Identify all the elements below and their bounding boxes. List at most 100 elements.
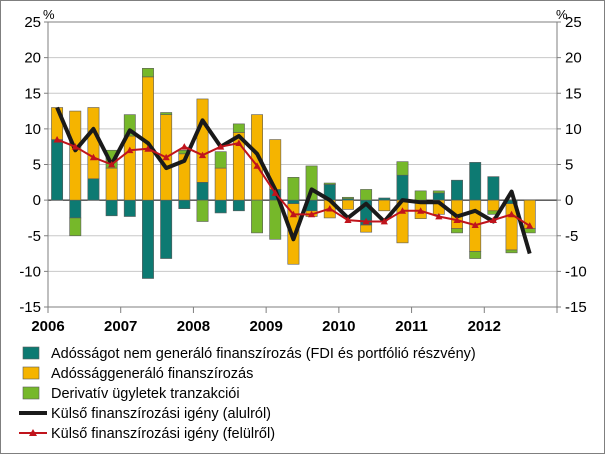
- bar-3: [523, 228, 536, 234]
- x-axis: 2006 2007 2008 2009 2010 2011 2012: [31, 307, 558, 335]
- series-marker: [489, 216, 497, 223]
- y-axis-unit-right: %: [556, 7, 568, 22]
- bar-1: [123, 199, 136, 217]
- x-tick-label: 2007: [104, 318, 137, 335]
- bar-2: [342, 199, 354, 210]
- bar-3: [414, 190, 427, 201]
- bar-3: [287, 177, 300, 201]
- series-marker: [326, 205, 334, 212]
- series-marker: [162, 153, 170, 161]
- bar-3: [160, 112, 173, 115]
- series-marker: [180, 143, 188, 150]
- bar-3: [196, 199, 209, 222]
- y-tick-label-left: 15: [24, 85, 41, 102]
- legend-label: Külső finanszírozási igény (alulról): [51, 406, 271, 422]
- bar-2: [196, 98, 209, 183]
- legend: Adósságot nem generáló finanszírozás (FD…: [19, 346, 476, 442]
- bar-3: [323, 182, 336, 185]
- y-tick-label-right: 25: [565, 14, 582, 31]
- y-axis-right: -15 -10 -5 0 5 10 15 20 25: [557, 14, 587, 316]
- bar-2: [69, 110, 82, 201]
- x-tick-label: 2006: [31, 318, 64, 335]
- legend-swatch: [22, 366, 40, 380]
- bar-1: [87, 178, 100, 201]
- legend-label: Derivatív ügyletek tranzakciói: [51, 386, 240, 402]
- bar-1: [178, 199, 191, 209]
- series-marker: [53, 135, 61, 143]
- bar-1: [396, 174, 409, 201]
- bar-3: [232, 123, 245, 133]
- bar-2: [487, 199, 500, 212]
- bar-1: [51, 139, 64, 201]
- bar-3: [469, 251, 482, 259]
- y-tick-label-left: 10: [24, 121, 41, 138]
- legend-swatch: [22, 346, 40, 360]
- bar-1: [214, 199, 227, 214]
- bar-3: [69, 217, 82, 237]
- bar-3: [251, 199, 263, 234]
- bar-1: [451, 179, 463, 201]
- series-marker: [417, 207, 425, 214]
- bar-1: [469, 162, 482, 201]
- bar-3: [505, 249, 518, 254]
- series-marker: [217, 143, 225, 150]
- bar-3: [342, 196, 354, 199]
- bar-3: [305, 165, 318, 201]
- bar-2: [87, 107, 100, 180]
- series-marker: [435, 212, 443, 220]
- bar-2: [378, 199, 391, 212]
- series-marker: [362, 217, 370, 225]
- y-tick-label-left: 0: [33, 192, 41, 209]
- bar-1: [160, 199, 173, 259]
- series-marker: [289, 210, 298, 218]
- bar-3: [360, 189, 373, 201]
- legend-item-5: Külső finanszírozási igény (felülről): [19, 426, 275, 442]
- legend-label: Külső finanszírozási igény (felülről): [51, 426, 275, 442]
- bar-1: [69, 199, 82, 219]
- series-marker: [198, 151, 207, 159]
- series-marker: [380, 217, 388, 225]
- series-marker: [453, 216, 461, 223]
- lines-layer: [53, 106, 534, 255]
- series-marker: [253, 162, 261, 169]
- legend-item-4: Külső finanszírozási igény (alulról): [19, 406, 271, 422]
- bar-1: [287, 199, 300, 204]
- y-tick-label-left: -15: [19, 299, 41, 316]
- x-tick-label: 2011: [395, 318, 428, 335]
- series-marker: [307, 210, 316, 218]
- legend-item-2: Adóssággeneráló finanszírozás: [22, 366, 253, 382]
- series-marker: [126, 146, 134, 154]
- series-marker: [526, 222, 534, 229]
- y-tick-label-left: -5: [28, 228, 41, 245]
- y-tick-label-left: -10: [19, 263, 41, 280]
- series-marker: [108, 160, 116, 168]
- bar-3: [451, 228, 463, 234]
- legend-swatch: [22, 386, 40, 400]
- bar-2: [214, 167, 227, 201]
- x-tick-label: 2009: [249, 318, 282, 335]
- series-marker: [398, 207, 407, 214]
- x-tick-label: 2010: [322, 318, 355, 335]
- bar-1: [105, 199, 118, 217]
- bars-layer: [51, 68, 536, 279]
- bar-1: [378, 197, 391, 201]
- y-axis-left: -15 -10 -5 0 5 10 15 20 25: [19, 14, 48, 316]
- y-tick-label-left: 5: [33, 157, 41, 174]
- legend-marker: [29, 429, 37, 436]
- legend-item-1: Adósságot nem generáló finanszírozás (FD…: [22, 346, 476, 362]
- legend-item-3: Derivatív ügyletek tranzakciói: [22, 386, 240, 402]
- bar-3: [269, 199, 282, 240]
- y-tick-label-right: 5: [565, 157, 573, 174]
- x-tick-label: 2012: [468, 318, 501, 335]
- bar-3: [432, 190, 445, 194]
- y-tick-label-right: -10: [565, 263, 587, 280]
- series-marker: [235, 139, 243, 147]
- x-tick-label: 2008: [177, 318, 210, 335]
- series-marker: [89, 153, 98, 161]
- bar-3: [396, 161, 409, 176]
- series-marker: [271, 189, 279, 196]
- y-tick-label-right: 20: [565, 50, 582, 67]
- series-marker: [471, 221, 479, 228]
